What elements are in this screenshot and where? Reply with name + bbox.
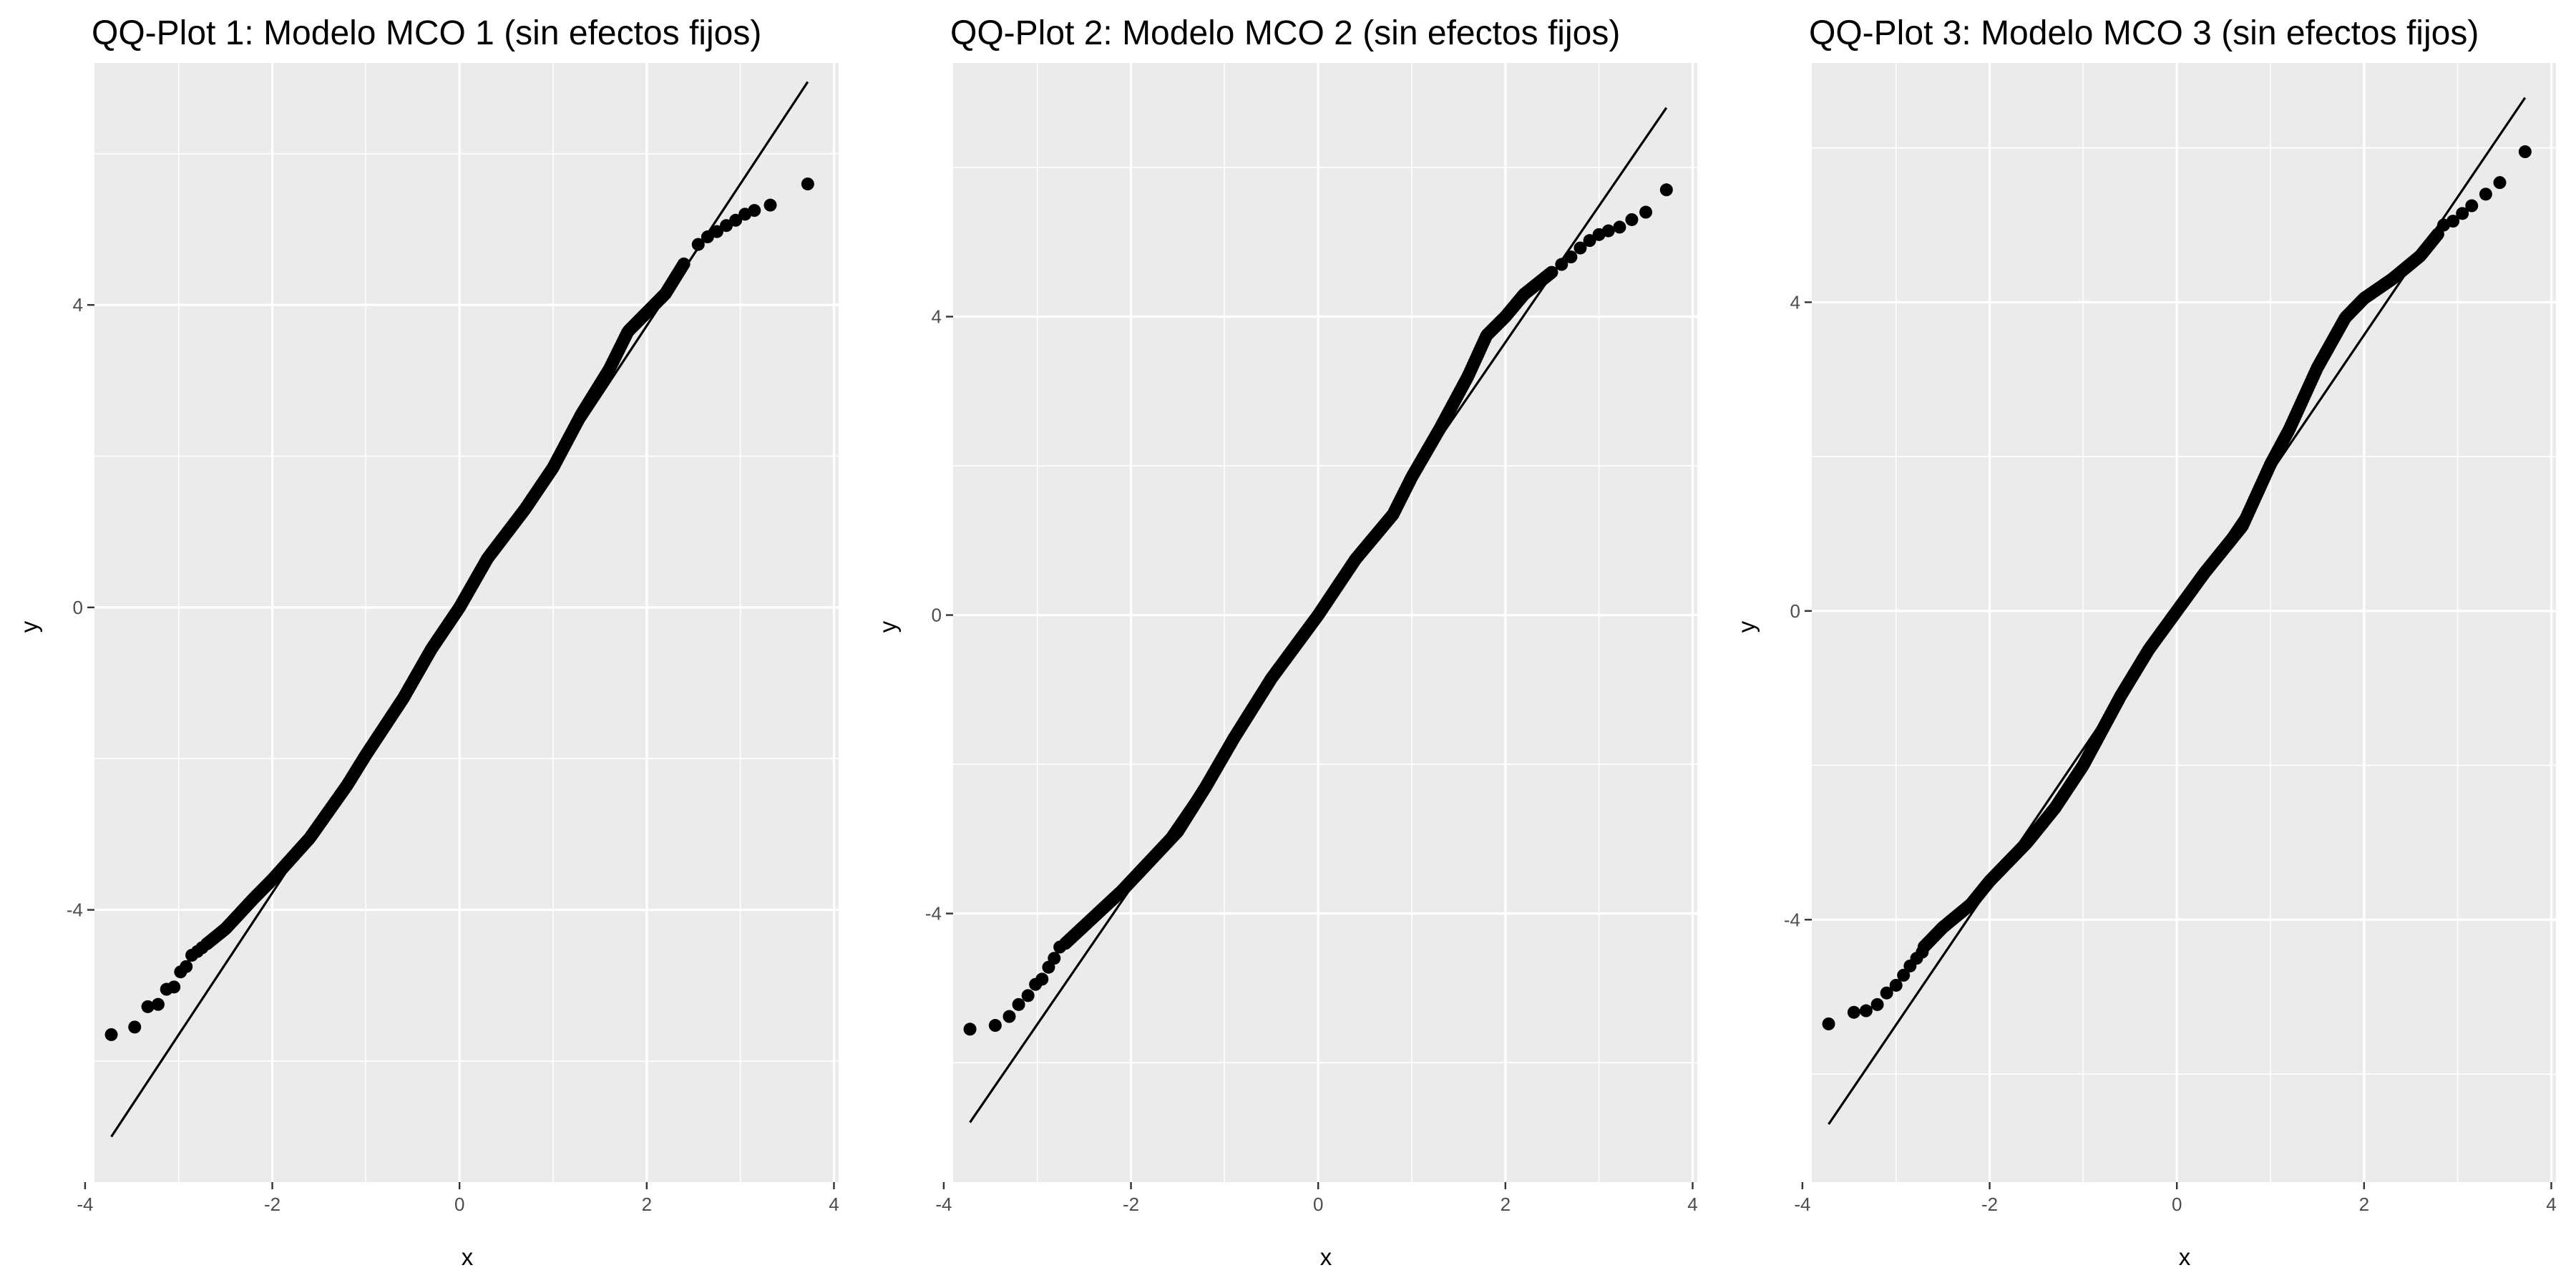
sample-point xyxy=(1021,989,1035,1002)
x-tick-label: 0 xyxy=(2172,1194,2182,1215)
x-tick-label: 0 xyxy=(454,1194,464,1215)
sample-point xyxy=(1574,241,1587,255)
plot-title-1: QQ-Plot 1: Modelo MCO 1 (sin efectos fij… xyxy=(92,14,761,52)
x-tick-label: 4 xyxy=(1687,1194,1697,1215)
y-tick-label: 0 xyxy=(73,597,83,618)
sample-point xyxy=(988,1019,1002,1033)
y-axis-title-2: y xyxy=(874,620,901,633)
x-tick-label: -2 xyxy=(264,1194,280,1215)
sample-point xyxy=(710,225,723,238)
x-tick-label: 0 xyxy=(1313,1194,1323,1215)
sample-point xyxy=(1859,1004,1873,1018)
sample-point xyxy=(748,204,761,218)
sample-point xyxy=(2493,176,2507,190)
sample-point xyxy=(1847,1005,1860,1019)
y-tick-label: -4 xyxy=(925,903,942,924)
sample-point xyxy=(1613,220,1626,234)
y-tick-label: 0 xyxy=(932,605,942,626)
y-tick-label: 4 xyxy=(1790,291,1800,313)
sample-point xyxy=(2456,207,2469,220)
sample-point xyxy=(180,960,193,973)
sample-point xyxy=(1639,205,1653,219)
sample-point xyxy=(691,238,705,251)
y-tick-label: 4 xyxy=(73,294,83,316)
sample-point xyxy=(195,941,209,955)
sample-point xyxy=(1625,213,1639,226)
sample-point xyxy=(141,1000,155,1013)
x-tick-label: -4 xyxy=(1794,1194,1810,1215)
qq-plot-3-panel: QQ-Plot 3: Modelo MCO 3 (sin efectos fij… xyxy=(1733,14,2557,1270)
sample-point xyxy=(104,1028,118,1041)
y-tick-label: -4 xyxy=(67,899,83,921)
sample-point xyxy=(2465,199,2479,213)
sample-point xyxy=(1545,265,1558,279)
y-axis-title-1: y xyxy=(16,620,42,633)
x-tick-label: 4 xyxy=(2546,1194,2556,1215)
plot-title-2: QQ-Plot 2: Modelo MCO 2 (sin efectos fij… xyxy=(950,14,1620,52)
panel-background xyxy=(953,63,1697,1182)
sample-point xyxy=(763,198,777,212)
panel-background xyxy=(94,63,839,1182)
sample-point xyxy=(1659,183,1673,197)
sample-point xyxy=(2479,187,2492,201)
sample-point xyxy=(1583,234,1596,248)
x-tick-label: -4 xyxy=(935,1194,952,1215)
sample-point xyxy=(720,219,733,233)
sample-point xyxy=(701,230,714,244)
sample-point xyxy=(167,980,181,994)
sample-point xyxy=(2518,145,2532,159)
y-tick-label: -4 xyxy=(1784,909,1800,930)
y-tick-label: 0 xyxy=(1790,600,1800,622)
x-axis-title-3: x xyxy=(2179,1244,2191,1270)
sample-point xyxy=(1048,952,1061,965)
x-axis-title-2: x xyxy=(1320,1244,1332,1270)
sample-point xyxy=(1555,258,1568,271)
qq-plot-1-panel: QQ-Plot 1: Modelo MCO 1 (sin efectos fij… xyxy=(16,14,839,1270)
qq-plot-2-panel: QQ-Plot 2: Modelo MCO 2 (sin efectos fij… xyxy=(874,14,1698,1270)
sample-point xyxy=(1012,997,1025,1011)
sample-point xyxy=(801,177,814,191)
x-tick-label: 2 xyxy=(1501,1194,1511,1215)
sample-point xyxy=(1035,972,1049,986)
y-tick-label: 4 xyxy=(932,306,942,328)
sample-point xyxy=(151,997,165,1011)
sample-point xyxy=(2446,215,2460,228)
x-tick-label: 2 xyxy=(642,1194,652,1215)
x-tick-label: -2 xyxy=(1981,1194,1998,1215)
sample-point xyxy=(1897,968,1911,982)
sample-point xyxy=(1870,997,1884,1011)
sample-point xyxy=(1916,945,1929,959)
sample-point xyxy=(1002,1010,1016,1023)
y-axis-title-3: y xyxy=(1733,620,1760,633)
sample-point xyxy=(128,1020,142,1034)
sample-point xyxy=(677,257,691,270)
sample-point xyxy=(729,213,743,227)
sample-point xyxy=(1601,224,1615,238)
sample-point xyxy=(1564,250,1578,264)
sample-point xyxy=(1053,940,1067,954)
x-tick-label: 4 xyxy=(829,1194,839,1215)
plot-title-3: QQ-Plot 3: Modelo MCO 3 (sin efectos fij… xyxy=(1809,14,2479,52)
sample-point xyxy=(1889,978,1903,992)
x-tick-label: -4 xyxy=(77,1194,93,1215)
x-tick-label: -2 xyxy=(1123,1194,1139,1215)
x-tick-label: 2 xyxy=(2359,1194,2369,1215)
sample-point xyxy=(1880,986,1893,1000)
sample-point xyxy=(963,1023,977,1036)
x-axis-title-1: x xyxy=(462,1244,474,1270)
sample-point xyxy=(1822,1017,1835,1030)
